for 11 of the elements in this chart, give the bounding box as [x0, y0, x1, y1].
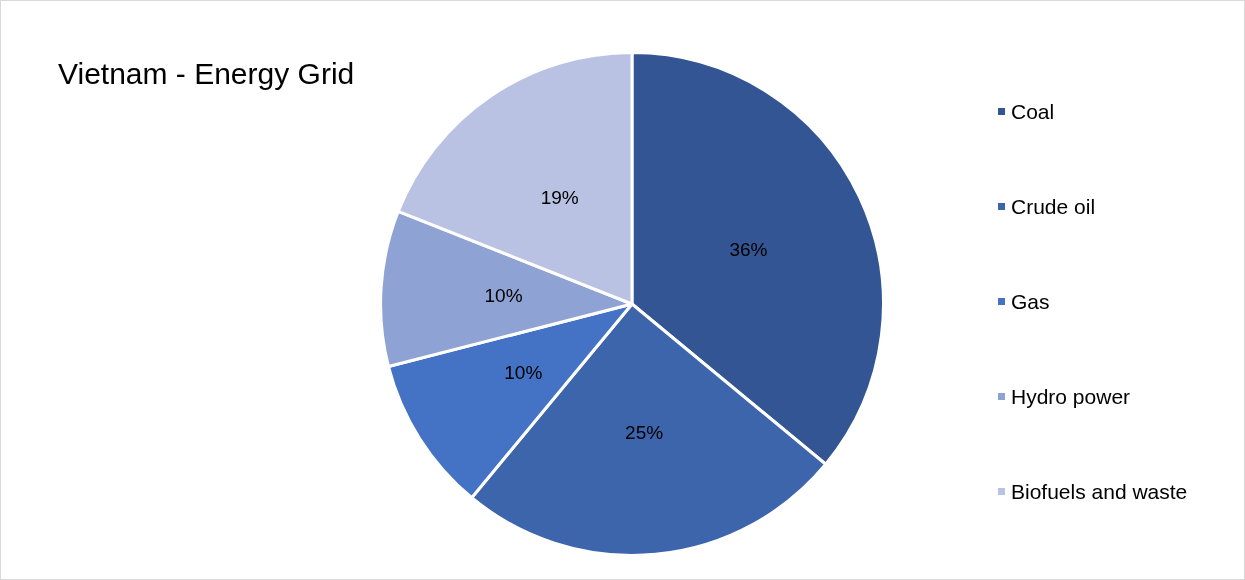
chart-title: Vietnam - Energy Grid — [58, 56, 355, 90]
data-label: 19% — [540, 187, 579, 209]
legend-label: Gas — [1011, 290, 1050, 313]
legend-label: Biofuels and waste — [1011, 480, 1188, 503]
data-label: 36% — [729, 238, 768, 260]
data-label: 10% — [504, 362, 543, 384]
legend-label: Hydro power — [1011, 385, 1131, 408]
legend-label: Crude oil — [1011, 195, 1096, 218]
data-label: 10% — [484, 285, 523, 307]
legend-label: Coal — [1011, 100, 1055, 123]
data-label: 25% — [625, 421, 664, 443]
